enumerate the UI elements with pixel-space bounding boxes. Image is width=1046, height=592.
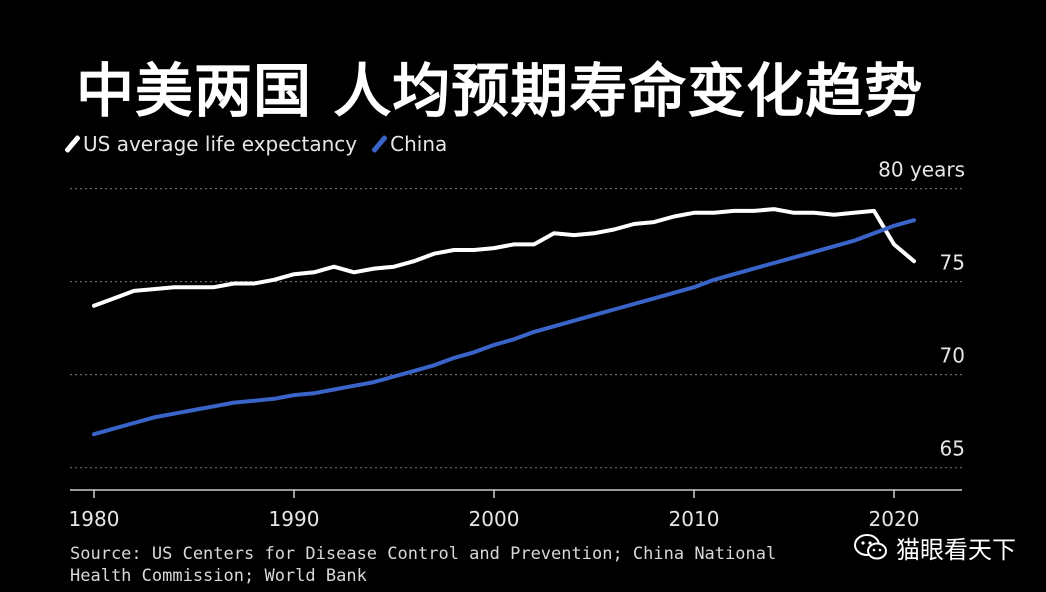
chart-title: 中美两国 人均预期寿命变化趋势 xyxy=(76,57,924,125)
series-line-us xyxy=(92,207,916,308)
x-tick-label-1980: 1980 xyxy=(69,507,120,531)
legend-item-china: China xyxy=(371,132,448,156)
legend-item-us: US average life expectancy xyxy=(64,132,358,156)
wechat-icon xyxy=(854,533,887,559)
y-tick-label-65: 65 xyxy=(940,437,965,461)
series-line-china xyxy=(92,218,916,437)
y-tick-label-80: 80 years xyxy=(878,158,965,182)
source-note: Source: US Centers for Disease Control a… xyxy=(70,544,777,586)
y-tick-label-70: 70 xyxy=(940,344,965,368)
x-tick-label-1990: 1990 xyxy=(269,507,320,531)
legend-label-us: US average life expectancy xyxy=(83,132,358,156)
watermark: 猫眼看天下 xyxy=(854,530,1016,565)
y-tick-label-75: 75 xyxy=(940,251,965,275)
x-tick-label-2000: 2000 xyxy=(469,507,520,531)
legend-label-china: China xyxy=(390,132,448,156)
chart-legend: US average life expectancy China xyxy=(64,130,448,158)
x-tick-label-2020: 2020 xyxy=(869,507,920,531)
watermark-text: 猫眼看天下 xyxy=(896,536,1016,564)
x-tick-label-2010: 2010 xyxy=(669,507,720,531)
